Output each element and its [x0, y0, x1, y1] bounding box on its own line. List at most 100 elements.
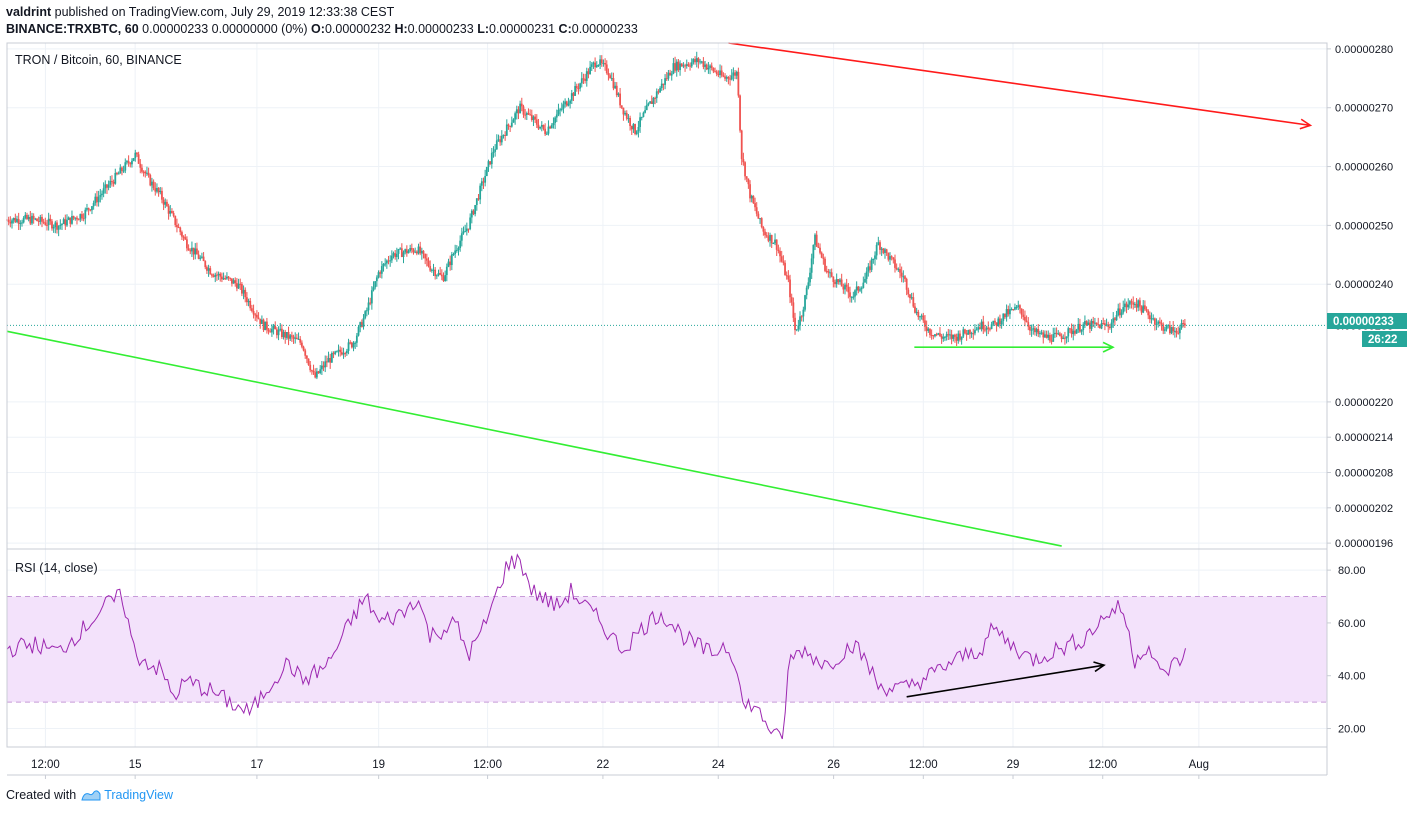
candle-body — [179, 227, 182, 233]
candle-body — [99, 195, 102, 197]
candle-body — [884, 249, 886, 253]
candle-body — [1102, 323, 1105, 325]
candle-body — [454, 250, 457, 255]
countdown-text: 26:22 — [1368, 334, 1397, 346]
candle-body — [1017, 305, 1020, 307]
candle-body — [502, 134, 505, 136]
time-axis[interactable]: 12:00 15 17 19 12:00 22 24 26 12:00 29 12:00 Aug — [31, 759, 1209, 779]
candle-body — [231, 278, 233, 284]
candle-body — [949, 334, 951, 336]
candle-body — [1173, 330, 1176, 332]
candle-body — [547, 126, 550, 134]
candle-body — [402, 252, 405, 257]
candle-body — [107, 184, 110, 188]
candle-body — [732, 72, 735, 76]
candle-body — [161, 190, 163, 200]
candle-body — [49, 218, 52, 222]
candle-body — [1163, 329, 1166, 331]
candle-body — [389, 260, 392, 262]
candle-body — [540, 124, 543, 127]
candle-body — [1155, 323, 1158, 325]
candle-body — [285, 332, 288, 338]
candle-body — [735, 71, 738, 76]
candle-body — [850, 296, 853, 298]
candle-body — [1099, 324, 1101, 329]
candle-body — [410, 248, 413, 250]
candle-body — [427, 260, 430, 267]
candle-body — [717, 73, 720, 75]
candle-body — [595, 65, 598, 68]
candle-body — [1147, 310, 1150, 316]
candle-body — [1084, 321, 1086, 325]
candle-body — [302, 346, 305, 351]
candle-body — [864, 278, 866, 283]
candle-body — [579, 83, 582, 89]
candle-body — [56, 222, 58, 230]
candle-body — [1072, 330, 1075, 335]
candle-body — [141, 167, 143, 172]
candle-body — [292, 336, 295, 339]
candle-body — [977, 327, 980, 330]
candle-body — [265, 321, 268, 330]
candle-body — [690, 62, 693, 67]
rsi-axis[interactable]: 80.00 60.00 40.00 20.00 — [1327, 565, 1366, 736]
candle-body — [525, 113, 528, 116]
candle-body — [435, 275, 438, 277]
candle-body — [629, 117, 631, 126]
candle-body — [187, 248, 190, 251]
candle-body — [424, 253, 427, 259]
candle-body — [695, 58, 698, 63]
candle-body — [962, 329, 965, 337]
candle-body — [647, 103, 650, 106]
candle-body — [662, 83, 665, 85]
candle-body — [357, 326, 360, 336]
candle-body — [779, 251, 781, 257]
candle-body — [899, 268, 901, 273]
candle-body — [404, 249, 407, 253]
candle-body — [919, 316, 921, 318]
candle-body — [51, 221, 53, 229]
candle-body — [865, 271, 868, 279]
candle-body — [527, 113, 530, 115]
candle-body — [955, 336, 958, 341]
candle-body — [559, 109, 562, 111]
candle-body — [274, 325, 277, 330]
price-axis[interactable]: 0.00000280 0.00000270 0.00000260 0.00000250… — [1327, 44, 1393, 550]
candle-body — [872, 258, 875, 260]
candle-body — [275, 329, 278, 336]
candle-body — [289, 335, 292, 339]
tradingview-brand-link[interactable]: TradingView — [104, 788, 173, 802]
candle-body — [344, 353, 347, 355]
author-name[interactable]: valdrint — [6, 5, 52, 19]
candle-body — [46, 224, 48, 226]
candle-body — [1122, 307, 1125, 313]
drawings[interactable] — [6, 42, 1313, 698]
candle-body — [935, 334, 938, 336]
candle-body — [129, 163, 132, 165]
last-price-tag-text: 0.00000233 — [1333, 316, 1394, 328]
candle-body — [1160, 323, 1163, 325]
candle-body — [744, 162, 746, 177]
candle-body — [840, 279, 843, 287]
candle-body — [412, 249, 415, 253]
candle-body — [189, 250, 192, 252]
candle-body — [42, 221, 45, 223]
candle-body — [1079, 323, 1081, 332]
candle-body — [191, 247, 193, 252]
candle-body — [862, 282, 865, 288]
candle-body — [362, 318, 365, 327]
candle-body — [964, 329, 966, 334]
candle-body — [379, 272, 382, 274]
low-label: L: — [477, 22, 490, 36]
candle-body — [800, 316, 803, 318]
candle-body — [282, 331, 285, 338]
candle-body — [557, 109, 560, 115]
candle-body — [967, 330, 970, 335]
candle-body — [37, 220, 40, 222]
candle-body — [584, 78, 587, 81]
candle-body — [939, 333, 941, 336]
candle-body — [950, 334, 953, 339]
candle-body — [995, 322, 998, 326]
candle-body — [1145, 309, 1148, 311]
